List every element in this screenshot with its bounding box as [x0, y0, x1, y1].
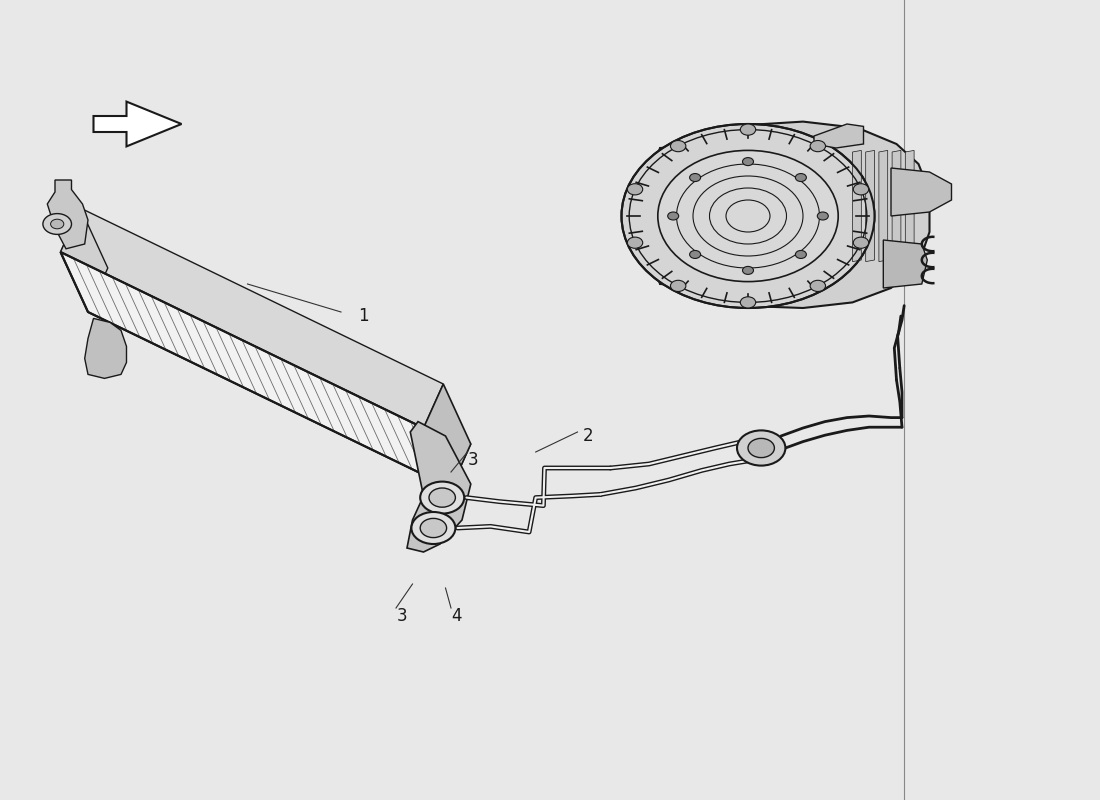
Circle shape — [420, 518, 447, 538]
Circle shape — [742, 266, 754, 274]
Polygon shape — [60, 252, 451, 488]
Polygon shape — [85, 318, 126, 378]
Polygon shape — [60, 208, 443, 428]
Circle shape — [854, 184, 869, 195]
Polygon shape — [891, 168, 952, 216]
Polygon shape — [892, 150, 901, 262]
Circle shape — [795, 174, 806, 182]
Text: 2: 2 — [583, 427, 594, 445]
Circle shape — [429, 488, 455, 507]
Circle shape — [817, 212, 828, 220]
Circle shape — [658, 150, 838, 282]
Polygon shape — [60, 208, 108, 312]
Circle shape — [742, 158, 754, 166]
Circle shape — [627, 237, 642, 248]
Circle shape — [810, 141, 825, 152]
Circle shape — [795, 250, 806, 258]
Circle shape — [621, 124, 874, 308]
Text: 4: 4 — [451, 607, 462, 625]
Polygon shape — [852, 150, 861, 262]
Polygon shape — [879, 150, 888, 262]
Text: 1: 1 — [358, 307, 368, 325]
Circle shape — [810, 280, 825, 291]
Circle shape — [420, 482, 464, 514]
Polygon shape — [649, 122, 930, 308]
Text: 3: 3 — [396, 607, 407, 625]
Circle shape — [737, 430, 785, 466]
Circle shape — [854, 237, 869, 248]
Polygon shape — [883, 240, 927, 288]
Polygon shape — [424, 384, 471, 488]
Polygon shape — [94, 102, 182, 146]
Circle shape — [748, 438, 774, 458]
Polygon shape — [47, 180, 88, 249]
Circle shape — [51, 219, 64, 229]
Circle shape — [690, 174, 701, 182]
Polygon shape — [88, 268, 471, 488]
Circle shape — [740, 297, 756, 308]
Circle shape — [668, 212, 679, 220]
Polygon shape — [814, 124, 864, 148]
Circle shape — [690, 250, 701, 258]
Circle shape — [43, 214, 72, 234]
Polygon shape — [407, 422, 471, 552]
Circle shape — [671, 141, 686, 152]
Text: 3: 3 — [468, 451, 478, 469]
Circle shape — [671, 280, 686, 291]
Circle shape — [627, 184, 642, 195]
Circle shape — [740, 124, 756, 135]
Circle shape — [411, 512, 455, 544]
Polygon shape — [866, 150, 874, 262]
Polygon shape — [905, 150, 914, 262]
